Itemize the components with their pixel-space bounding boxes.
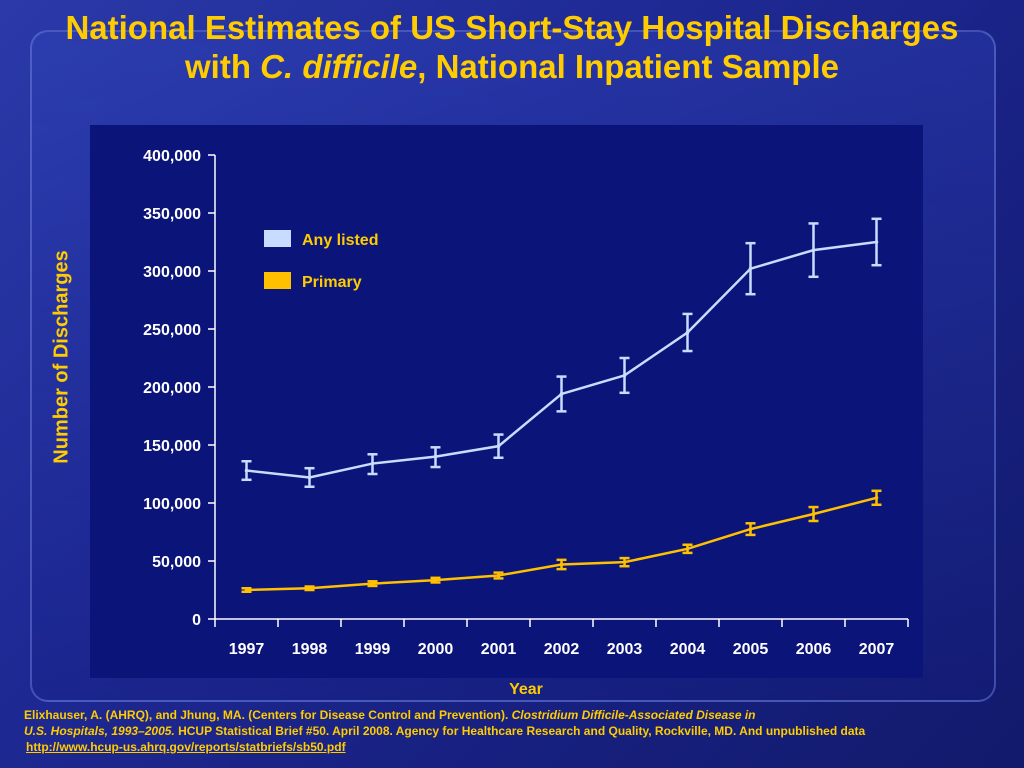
x-axis-label: Year: [509, 681, 543, 698]
data-point-any-listed: [748, 266, 753, 271]
x-tick-label: 2001: [481, 641, 517, 658]
x-tick-label: 2002: [544, 641, 580, 658]
title-italic: C. difficile: [260, 48, 418, 85]
y-tick-label: 50,000: [152, 554, 201, 571]
data-point-any-listed: [874, 240, 879, 244]
slide-title: National Estimates of US Short-Stay Hosp…: [40, 8, 984, 86]
x-tick-label: 1999: [355, 641, 391, 658]
data-point-any-listed: [622, 373, 627, 378]
title-part1: National Estimates of US Short-Stay Hosp…: [65, 9, 959, 85]
series-line-primary: [246, 496, 877, 592]
x-tick-label: 2000: [418, 641, 454, 658]
data-point-any-listed: [811, 248, 816, 252]
data-point-primary: [307, 586, 312, 591]
data-point-any-listed: [685, 330, 690, 335]
y-tick-label: 400,000: [143, 148, 201, 165]
y-tick-label: 300,000: [143, 264, 201, 281]
citation-line-3: http://www.hcup-us.ahrq.gov/reports/stat…: [24, 739, 1019, 755]
citation-line2-plain: HCUP Statistical Brief #50. April 2008. …: [174, 724, 866, 738]
y-axis-label: Number of Discharges: [50, 250, 73, 464]
data-point-primary: [244, 588, 249, 592]
citation-line2-italic: U.S. Hospitals, 1993–2005.: [24, 724, 175, 738]
x-tick-label: 1998: [292, 641, 328, 658]
y-tick-label: 150,000: [143, 438, 201, 455]
citation-line1-italic: Clostridium Difficile-Associated Disease…: [511, 708, 756, 722]
data-point-any-listed: [559, 392, 564, 396]
x-tick-label: 1997: [229, 641, 265, 658]
data-point-primary: [559, 562, 564, 567]
citation: Elixhauser, A. (AHRQ), and Jhung, MA. (C…: [24, 707, 1019, 755]
data-point-primary: [370, 581, 375, 586]
data-point-primary: [685, 547, 690, 551]
legend-swatch-any-listed: [264, 230, 291, 247]
citation-line1-plain: Elixhauser, A. (AHRQ), and Jhung, MA. (C…: [24, 708, 512, 722]
y-tick-label: 350,000: [143, 206, 201, 223]
data-point-primary: [496, 573, 501, 578]
data-point-primary: [811, 512, 816, 516]
x-tick-label: 2007: [859, 641, 895, 658]
x-tick-label: 2004: [670, 641, 706, 658]
legend-label-primary: Primary: [302, 274, 362, 291]
data-point-primary: [874, 495, 879, 500]
plot-panel: [90, 125, 923, 678]
data-point-any-listed: [307, 475, 312, 480]
x-tick-label: 2003: [607, 641, 643, 658]
citation-line-1: Elixhauser, A. (AHRQ), and Jhung, MA. (C…: [24, 707, 1019, 723]
y-tick-label: 0: [192, 612, 201, 629]
title-part2: , National Inpatient Sample: [417, 48, 839, 85]
data-point-primary: [748, 527, 753, 531]
citation-line-2: U.S. Hospitals, 1993–2005. HCUP Statisti…: [24, 723, 1019, 739]
legend-label-any-listed: Any listed: [302, 232, 378, 249]
y-tick-label: 100,000: [143, 496, 201, 513]
x-tick-label: 2006: [796, 641, 832, 658]
data-point-primary: [433, 578, 438, 582]
y-tick-label: 200,000: [143, 380, 201, 397]
legend-swatch-primary: [264, 272, 291, 289]
x-tick-label: 2005: [733, 641, 769, 658]
y-tick-label: 250,000: [143, 322, 201, 339]
data-point-any-listed: [244, 468, 249, 473]
data-point-any-listed: [370, 461, 375, 466]
data-point-any-listed: [433, 454, 438, 459]
data-point-any-listed: [496, 444, 501, 448]
citation-link[interactable]: http://www.hcup-us.ahrq.gov/reports/stat…: [26, 740, 346, 754]
data-point-primary: [622, 560, 627, 564]
